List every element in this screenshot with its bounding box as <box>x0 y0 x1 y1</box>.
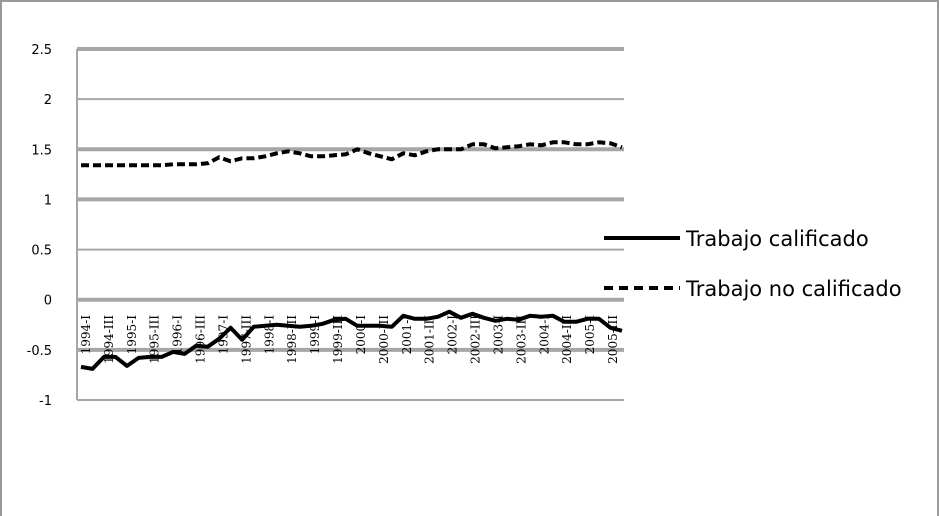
x-tick-label: 2001-III <box>423 315 437 364</box>
y-tick-label: 2.5 <box>31 43 52 58</box>
y-tick-label: 1 <box>44 193 52 208</box>
x-tick-label: 1998-I <box>262 315 276 355</box>
series-lines <box>80 140 623 371</box>
x-tick-label: 1996-I <box>171 315 185 355</box>
x-tick-label: 2004-I <box>537 315 551 355</box>
x-tick-label: 2000-I <box>354 315 368 355</box>
x-tick-label: 2004-III <box>560 315 574 364</box>
legend: Trabajo calificado Trabajo no calificado <box>604 227 902 301</box>
y-axis-tick-labels: 2.5 2 1.5 1 0.5 0 -0.5 -1 <box>27 43 52 409</box>
x-tick-label: 2002-I <box>446 315 460 355</box>
x-tick-label: 1999-III <box>331 315 345 364</box>
x-tick-label: 2001-I <box>400 315 414 355</box>
legend-label-trabajo-calificado: Trabajo calificado <box>685 227 869 251</box>
legend-label-trabajo-no-calificado: Trabajo no calificado <box>685 277 902 301</box>
y-tick-label: 2 <box>44 93 52 108</box>
x-tick-label: 1996-III <box>194 315 208 364</box>
y-tick-label: 0 <box>44 294 52 309</box>
x-tick-label: 1997-I <box>217 315 231 355</box>
x-tick-label: 2003-I <box>491 315 505 355</box>
x-tick-label: 1994-I <box>79 315 93 355</box>
x-tick-label: 2002-III <box>469 315 483 364</box>
x-tick-label: 2003-III <box>514 315 528 364</box>
x-tick-label: 2005-I <box>583 315 597 355</box>
x-axis-tick-labels: 1994-I 1994-III 1995-I 1995-III 1996-I 1996-I… <box>79 315 620 364</box>
x-tick-label: 1997-III <box>239 315 253 364</box>
y-tick-label: 1.5 <box>31 143 52 158</box>
series-line-trabajo-calificado <box>80 309 623 371</box>
x-tick-label: 2000-III <box>377 315 391 364</box>
gridlines <box>76 47 624 401</box>
x-tick-label: 1994-III <box>102 315 116 364</box>
y-tick-label: -0.5 <box>27 344 52 359</box>
x-tick-label: 1995-III <box>148 315 162 364</box>
x-tick-label: 2005-III <box>606 315 620 364</box>
x-tick-label: 1999-I <box>308 315 322 355</box>
x-tick-label: 1995-I <box>125 315 139 355</box>
series-line-trabajo-no-calificado <box>81 140 623 168</box>
y-tick-label: 0.5 <box>31 244 52 259</box>
y-tick-label: -1 <box>39 394 52 409</box>
x-tick-label: 1998-III <box>285 315 299 364</box>
